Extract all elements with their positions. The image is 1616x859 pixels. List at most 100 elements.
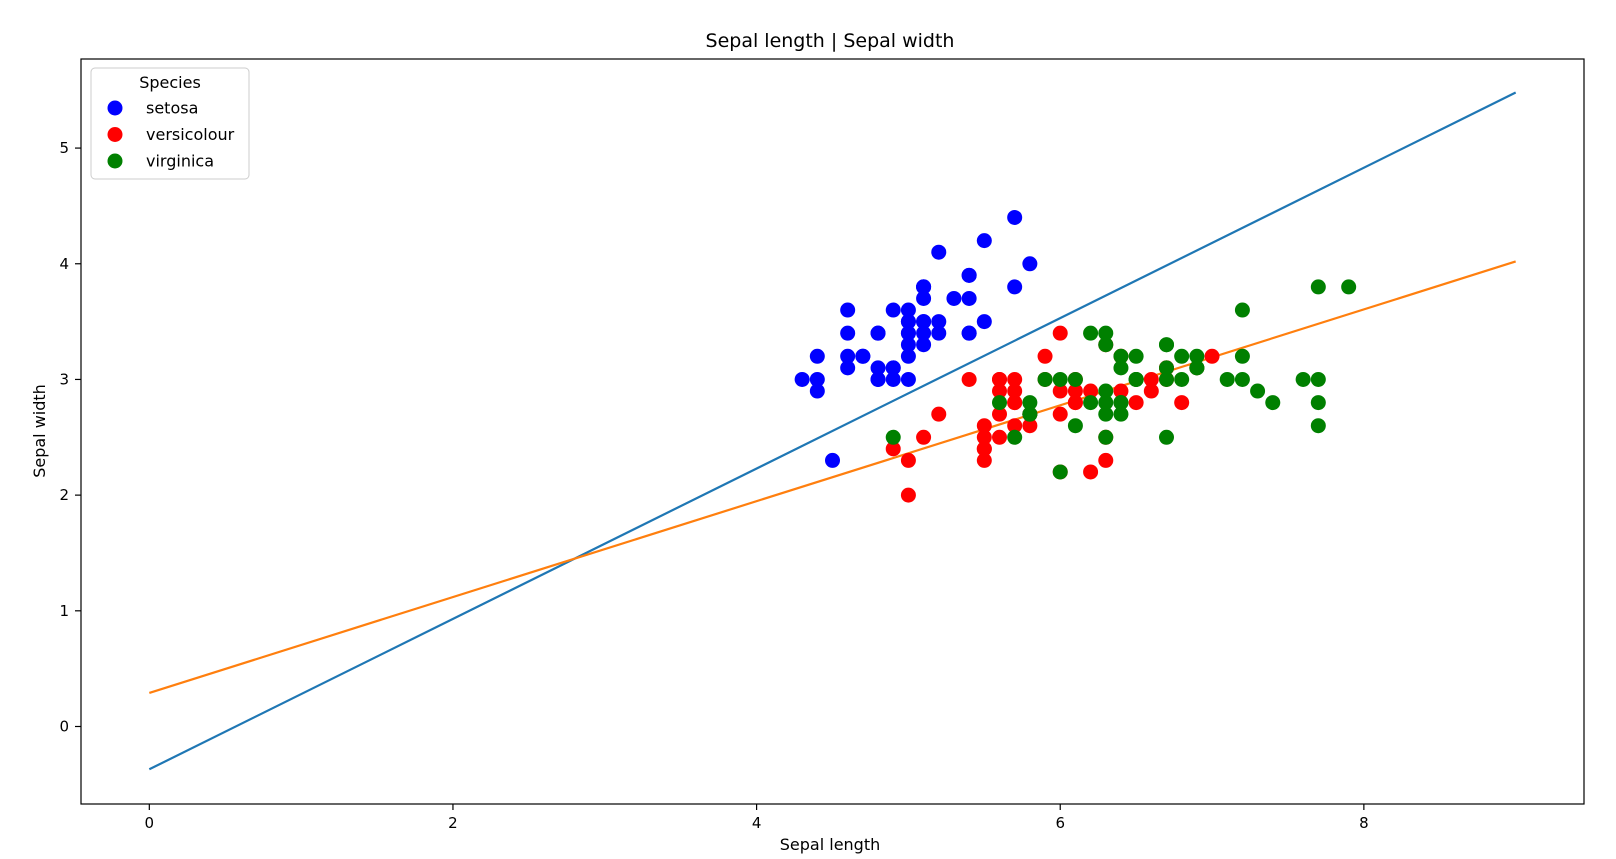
data-point — [1037, 371, 1053, 387]
data-point — [1083, 325, 1099, 341]
data-point — [1083, 383, 1099, 399]
data-point — [1067, 418, 1083, 434]
data-point — [1022, 418, 1038, 434]
data-point — [916, 337, 932, 353]
data-point — [976, 429, 992, 445]
data-point — [900, 487, 916, 503]
series-virginica — [885, 279, 1357, 480]
data-point — [916, 325, 932, 341]
legend-label-versicolour: versicolour — [146, 125, 235, 144]
data-point — [1174, 348, 1190, 364]
data-point — [1310, 371, 1326, 387]
data-point — [946, 290, 962, 306]
data-point — [1052, 325, 1068, 341]
data-point — [900, 452, 916, 468]
x-tick-label: 0 — [145, 814, 155, 832]
x-tick-label: 2 — [448, 814, 458, 832]
data-point — [976, 418, 992, 434]
plot-content — [148, 91, 1517, 771]
legend-marker-setosa — [107, 100, 123, 116]
data-point — [1098, 395, 1114, 411]
plot-frame — [80, 58, 1585, 805]
data-point — [1310, 279, 1326, 295]
legend-marker-virginica — [107, 153, 123, 169]
legend-marker-versicolour — [107, 127, 123, 142]
data-point — [992, 383, 1007, 399]
data-point — [961, 371, 977, 387]
data-point — [1067, 371, 1083, 387]
data-point — [1159, 337, 1174, 353]
data-point — [1007, 429, 1023, 445]
data-point — [1007, 279, 1023, 295]
data-point — [992, 429, 1007, 445]
x-axis-label: Sepal length — [780, 835, 881, 854]
data-point — [1007, 209, 1023, 225]
plot-area — [148, 91, 1517, 771]
series-setosa — [794, 209, 1038, 468]
data-point — [840, 325, 856, 341]
data-point — [1234, 302, 1250, 318]
data-point — [916, 429, 932, 445]
data-point — [1098, 452, 1114, 468]
data-point — [1341, 279, 1357, 295]
data-point — [1022, 406, 1038, 422]
data-point — [1159, 371, 1174, 387]
data-point — [1234, 371, 1250, 387]
data-point — [916, 279, 932, 295]
data-point — [885, 302, 901, 318]
data-point — [1113, 395, 1129, 411]
data-point — [1219, 371, 1235, 387]
data-point — [1083, 395, 1099, 411]
data-point — [840, 348, 856, 364]
data-point — [1159, 360, 1174, 376]
data-point — [885, 360, 901, 376]
legend-box — [90, 67, 250, 180]
data-point — [1098, 337, 1114, 353]
data-point — [1052, 464, 1068, 480]
data-point — [976, 441, 992, 457]
data-point — [1098, 383, 1114, 399]
data-point — [1113, 348, 1129, 364]
data-point — [1204, 348, 1220, 364]
data-point — [885, 441, 901, 457]
data-point — [1022, 395, 1038, 411]
data-point — [1098, 429, 1114, 445]
data-point — [1007, 383, 1023, 399]
data-point — [1022, 256, 1038, 272]
data-point — [885, 371, 901, 387]
series-versicolour — [885, 325, 1220, 503]
data-point — [1189, 360, 1205, 376]
data-point — [916, 290, 932, 306]
data-point — [1113, 360, 1129, 376]
data-point — [931, 314, 947, 330]
data-point — [1295, 371, 1311, 387]
data-point — [1113, 406, 1129, 422]
y-axis-label: Sepal width — [30, 384, 49, 478]
data-point — [961, 267, 977, 283]
data-point — [870, 360, 886, 376]
data-point — [794, 371, 810, 387]
y-tick-label: 5 — [59, 139, 69, 157]
data-point — [931, 406, 947, 422]
axes: 0 2 4 6 8 0 1 2 3 4 5 — [59, 58, 1585, 832]
data-point — [1174, 395, 1190, 411]
data-point — [1113, 383, 1129, 399]
x-tick-label: 6 — [1055, 814, 1065, 832]
data-point — [1234, 348, 1250, 364]
data-point — [825, 452, 840, 468]
data-point — [1052, 406, 1068, 422]
x-tick-label: 8 — [1359, 814, 1369, 832]
data-point — [900, 371, 916, 387]
data-point — [809, 348, 825, 364]
data-point — [1067, 383, 1083, 399]
legend-label-virginica: virginica — [146, 152, 214, 171]
data-point — [870, 371, 886, 387]
data-point — [1007, 395, 1023, 411]
data-point — [1143, 383, 1159, 399]
data-point — [1052, 371, 1068, 387]
data-point — [931, 325, 947, 341]
data-point — [885, 429, 901, 445]
data-point — [1007, 371, 1023, 387]
